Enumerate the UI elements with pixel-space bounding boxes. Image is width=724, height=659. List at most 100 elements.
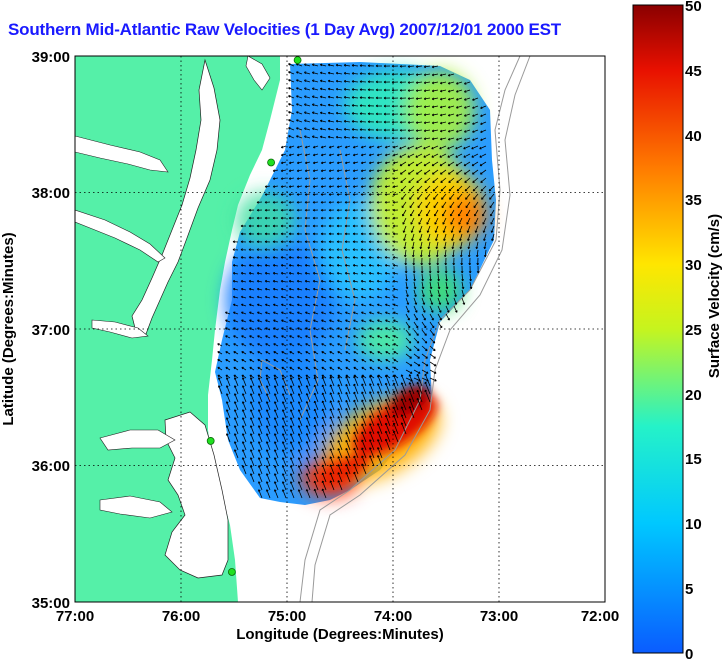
velocity-arrow xyxy=(431,121,439,125)
velocity-arrow xyxy=(482,225,487,233)
velocity-arrow xyxy=(336,232,343,236)
velocity-arrow xyxy=(321,400,327,411)
velocity-arrow xyxy=(471,153,479,158)
velocity-arrow xyxy=(352,208,359,212)
station-marker xyxy=(206,437,215,445)
velocity-arrow xyxy=(421,369,429,374)
velocity-arrow xyxy=(359,80,367,84)
velocity-arrow xyxy=(385,335,391,339)
velocity-arrow xyxy=(431,89,439,93)
velocity-arrow xyxy=(305,335,311,339)
velocity-arrow xyxy=(289,366,295,371)
velocity-arrow xyxy=(343,119,351,123)
velocity-arrow xyxy=(296,185,303,188)
velocity-arrow xyxy=(413,289,417,298)
velocity-arrow xyxy=(233,319,239,323)
velocity-arrow xyxy=(233,401,239,411)
velocity-arrow xyxy=(313,408,319,419)
velocity-arrow xyxy=(232,311,239,315)
velocity-arrow xyxy=(313,432,319,443)
velocity-arrow xyxy=(447,137,455,141)
velocity-arrow xyxy=(415,153,423,158)
velocity-arrow xyxy=(257,425,263,435)
velocity-arrow xyxy=(429,345,436,352)
velocity-arrow xyxy=(453,273,456,282)
velocity-arrow xyxy=(281,366,287,371)
velocity-arrow xyxy=(439,97,447,101)
velocity-arrow xyxy=(272,287,279,291)
velocity-arrow xyxy=(304,232,311,236)
velocity-arrow xyxy=(225,409,231,419)
velocity-arrow xyxy=(376,193,383,196)
velocity-arrow xyxy=(272,232,279,236)
velocity-arrow xyxy=(305,359,311,363)
velocity-arrow xyxy=(449,193,455,200)
velocity-arrow xyxy=(305,441,311,451)
velocity-arrow xyxy=(313,488,319,499)
velocity-arrow xyxy=(405,305,410,313)
velocity-arrow xyxy=(384,279,391,283)
velocity-arrow xyxy=(320,153,327,157)
velocity-arrow xyxy=(472,105,479,109)
velocity-arrow xyxy=(336,145,343,149)
velocity-arrow xyxy=(328,311,335,315)
velocity-arrow xyxy=(328,208,335,212)
velocity-arrow xyxy=(289,489,295,499)
velocity-arrow xyxy=(343,127,351,131)
velocity-arrow xyxy=(384,208,391,212)
velocity-arrow xyxy=(295,95,303,99)
velocity-arrow xyxy=(421,289,425,298)
velocity-arrow xyxy=(297,465,303,475)
velocity-arrow xyxy=(455,81,463,85)
velocity-arrow xyxy=(472,137,479,141)
velocity-arrow xyxy=(465,193,471,200)
velocity-arrow xyxy=(313,374,319,379)
velocity-arrow xyxy=(445,273,448,282)
velocity-arrow xyxy=(225,366,231,371)
velocity-arrow xyxy=(336,240,343,244)
velocity-arrow xyxy=(392,200,399,204)
velocity-arrow xyxy=(303,135,311,139)
velocity-arrow xyxy=(248,311,255,315)
velocity-arrow xyxy=(296,169,303,173)
velocity-arrow xyxy=(240,303,247,307)
velocity-arrow xyxy=(360,177,367,180)
velocity-arrow xyxy=(421,337,428,344)
velocity-arrow xyxy=(329,343,335,347)
velocity-arrow xyxy=(305,473,311,483)
velocity-arrow xyxy=(343,79,351,83)
velocity-arrow xyxy=(280,193,287,196)
velocity-arrow xyxy=(402,209,407,217)
velocity-arrow xyxy=(400,382,407,395)
velocity-arrow xyxy=(384,224,390,228)
velocity-arrow xyxy=(399,120,407,124)
velocity-arrow xyxy=(257,374,263,379)
velocity-arrow xyxy=(312,279,319,283)
velocity-arrow xyxy=(368,311,375,315)
velocity-arrow xyxy=(273,335,279,339)
velocity-arrow xyxy=(265,417,271,427)
station-marker xyxy=(267,158,276,167)
velocity-arrow xyxy=(426,209,431,217)
velocity-arrow xyxy=(400,422,407,435)
velocity-arrow xyxy=(384,390,391,403)
velocity-arrow xyxy=(429,321,435,329)
velocity-arrow xyxy=(311,127,319,131)
velocity-arrow xyxy=(256,271,263,275)
velocity-arrow xyxy=(303,71,311,75)
velocity-arrow xyxy=(257,393,263,403)
velocity-arrow xyxy=(272,208,279,212)
colorbar-tick-label: 50 xyxy=(685,0,702,15)
velocity-arrow xyxy=(369,431,375,443)
velocity-arrow xyxy=(288,216,295,220)
velocity-arrow xyxy=(256,303,263,307)
velocity-arrow xyxy=(451,241,455,250)
velocity-arrow xyxy=(297,489,303,499)
velocity-arrow xyxy=(368,264,375,267)
velocity-arrow xyxy=(361,351,367,355)
velocity-arrow xyxy=(336,169,343,173)
velocity-arrow xyxy=(256,224,262,228)
velocity-arrow xyxy=(289,393,295,403)
velocity-arrow xyxy=(288,145,295,149)
velocity-arrow xyxy=(436,265,440,274)
